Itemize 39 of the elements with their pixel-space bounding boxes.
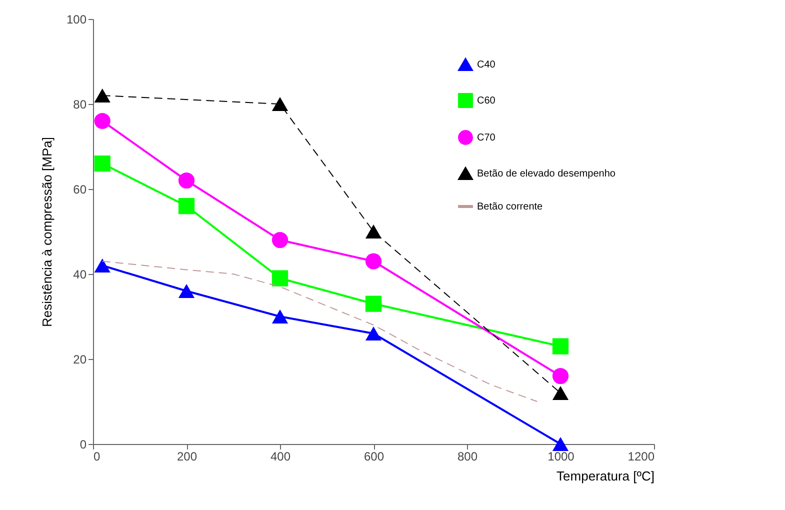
y-tick-label: 100 — [66, 12, 87, 26]
point — [365, 253, 382, 270]
y-tick-label: 60 — [73, 182, 87, 196]
x-tick-label: 800 — [457, 450, 478, 464]
point — [178, 172, 195, 189]
point — [552, 437, 569, 451]
point — [178, 284, 195, 298]
point — [552, 368, 569, 384]
y-axis-title: Resistência à compressão [MPa] — [39, 136, 54, 328]
point — [365, 296, 382, 312]
point — [94, 155, 110, 172]
legend-label: Betão de elevado desempenho — [477, 168, 616, 180]
point — [94, 88, 110, 102]
x-tick-label: 600 — [364, 450, 384, 464]
x-tick-label: 200 — [176, 450, 198, 464]
legend-label: C40 — [477, 60, 496, 70]
y-tick-label: 80 — [73, 98, 87, 112]
point — [272, 232, 288, 248]
point — [552, 386, 569, 400]
point — [94, 258, 110, 272]
y-tick-label: 20 — [73, 352, 87, 366]
point — [272, 270, 288, 286]
x-tick-label: 1000 — [548, 450, 575, 464]
point — [272, 310, 288, 324]
x-axis-title: Temperatura [ºC] — [556, 468, 654, 484]
point — [178, 198, 195, 214]
y-tick-label: 40 — [73, 268, 87, 282]
point — [365, 326, 382, 340]
legend-label: Betão corrente — [477, 202, 544, 212]
legend-label: C60 — [477, 96, 496, 106]
x-tick-label: 400 — [270, 450, 291, 464]
point — [94, 112, 110, 130]
point — [365, 224, 382, 238]
point — [272, 97, 288, 111]
point — [552, 338, 569, 354]
legend-label: C70 — [477, 132, 496, 144]
x-tick-label: 0 — [94, 450, 100, 464]
x-tick-label: 1200 — [628, 450, 655, 464]
y-tick-label: 0 — [80, 438, 87, 452]
